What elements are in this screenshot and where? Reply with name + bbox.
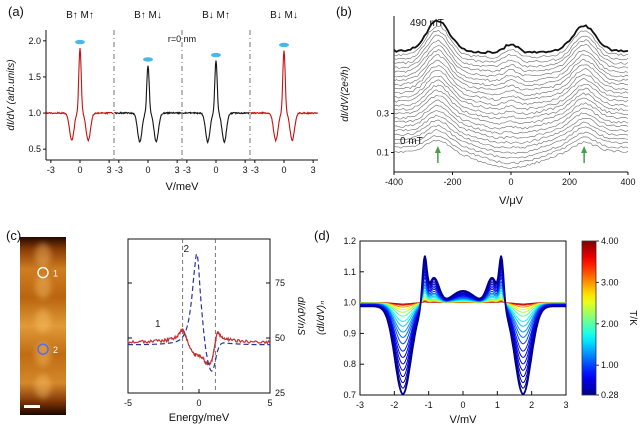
svg-text:B↓ M↑: B↓ M↑ [202, 10, 230, 21]
svg-text:1.5: 1.5 [28, 72, 41, 82]
svg-text:3.00: 3.00 [601, 277, 619, 287]
svg-text:490 mT: 490 mT [410, 18, 444, 29]
svg-text:3: 3 [311, 165, 316, 175]
svg-text:T/K: T/K [627, 310, 638, 326]
svg-text:1.1: 1.1 [343, 267, 356, 277]
svg-text:3: 3 [175, 165, 180, 175]
svg-text:0: 0 [508, 177, 513, 187]
svg-text:2: 2 [183, 244, 189, 255]
svg-text:-3: -3 [183, 165, 191, 175]
svg-text:1: 1 [53, 269, 58, 279]
svg-text:dI/dV/(2e²/h): dI/dV/(2e²/h) [340, 66, 351, 122]
svg-text:0: 0 [213, 165, 218, 175]
svg-text:B↓ M↓: B↓ M↓ [270, 10, 298, 21]
svg-text:0.7: 0.7 [343, 390, 356, 400]
svg-text:dI/dV (arb.units): dI/dV (arb.units) [6, 59, 17, 130]
svg-text:0.1: 0.1 [376, 148, 389, 158]
svg-text:200: 200 [562, 177, 577, 187]
panel-b-tag: (b) [336, 4, 352, 19]
svg-text:-3: -3 [47, 165, 55, 175]
svg-text:-3: -3 [251, 165, 259, 175]
svg-text:1.2: 1.2 [343, 236, 356, 246]
svg-text:2: 2 [53, 345, 58, 355]
panel-a-chart: 0.5 1.0 1.5 2.0 B↑ M↑ -3 0 3 B↑ M↓ -3 0 3 B↓ M↑ -3 0 3 B… [6, 10, 318, 193]
svg-text:75: 75 [275, 278, 285, 288]
svg-text:3: 3 [563, 400, 568, 410]
svg-text:0: 0 [196, 398, 201, 408]
svg-text:0: 0 [145, 165, 150, 175]
panel-c-chart: 1 2 -5 0 525 50 75 1 2 Energy/meV dI/dV/nS [20, 237, 306, 424]
svg-text:-3: -3 [356, 400, 364, 410]
svg-text:3: 3 [243, 165, 248, 175]
svg-text:0.3: 0.3 [376, 109, 389, 119]
svg-text:1.0: 1.0 [28, 108, 41, 118]
svg-text:-2: -2 [390, 400, 398, 410]
svg-text:1: 1 [155, 319, 161, 330]
svg-text:5: 5 [267, 398, 272, 408]
svg-text:1: 1 [495, 400, 500, 410]
svg-text:Energy/meV: Energy/meV [169, 412, 230, 424]
svg-text:-5: -5 [124, 398, 132, 408]
svg-text:50: 50 [275, 333, 285, 343]
panel-a-tag: (a) [8, 4, 24, 19]
panel-c-tag: (c) [6, 228, 22, 243]
svg-text:-3: -3 [115, 165, 123, 175]
svg-text:0.8: 0.8 [343, 359, 356, 369]
svg-text:(dI/dV)ₙ: (dI/dV)ₙ [316, 300, 327, 335]
svg-text:-200: -200 [443, 177, 461, 187]
svg-text:0: 0 [281, 165, 286, 175]
svg-text:2.00: 2.00 [601, 319, 619, 329]
svg-text:0.9: 0.9 [343, 328, 356, 338]
svg-text:V/μV: V/μV [499, 195, 524, 207]
svg-text:2.0: 2.0 [28, 36, 41, 46]
svg-text:0: 0 [77, 165, 82, 175]
svg-text:V/mV: V/mV [450, 414, 478, 426]
svg-text:400: 400 [620, 177, 635, 187]
svg-text:25: 25 [275, 388, 285, 398]
svg-text:3: 3 [107, 165, 112, 175]
svg-text:dI/dV/nS: dI/dV/nS [295, 297, 306, 336]
svg-text:1.00: 1.00 [601, 360, 619, 370]
svg-text:0: 0 [460, 400, 465, 410]
svg-text:1.0: 1.0 [343, 298, 356, 308]
svg-text:-1: -1 [425, 400, 433, 410]
svg-text:-400: -400 [385, 177, 403, 187]
svg-text:B↑ M↑: B↑ M↑ [66, 10, 94, 21]
svg-text:4.00: 4.00 [601, 236, 619, 246]
svg-text:0 mT: 0 mT [400, 136, 423, 147]
svg-text:0.5: 0.5 [28, 144, 41, 154]
panel-b-chart: -400 -200 0 200 400 0.1 0.3 490 mT 0 mT V/μV dI/dV… [340, 16, 636, 207]
panel-d-tag: (d) [314, 228, 330, 243]
panel-d-chart: -3 -2 -1 0 1 2 3 0.7 0.8 0.9 1.0 1.1 1.2 4.00 3.00 2.00… [316, 236, 638, 426]
svg-text:2: 2 [529, 400, 534, 410]
svg-text:V/meV: V/meV [165, 181, 199, 193]
svg-text:r=0 nm: r=0 nm [168, 34, 196, 44]
svg-text:0.28: 0.28 [601, 390, 619, 400]
svg-text:B↑ M↓: B↑ M↓ [134, 10, 162, 21]
